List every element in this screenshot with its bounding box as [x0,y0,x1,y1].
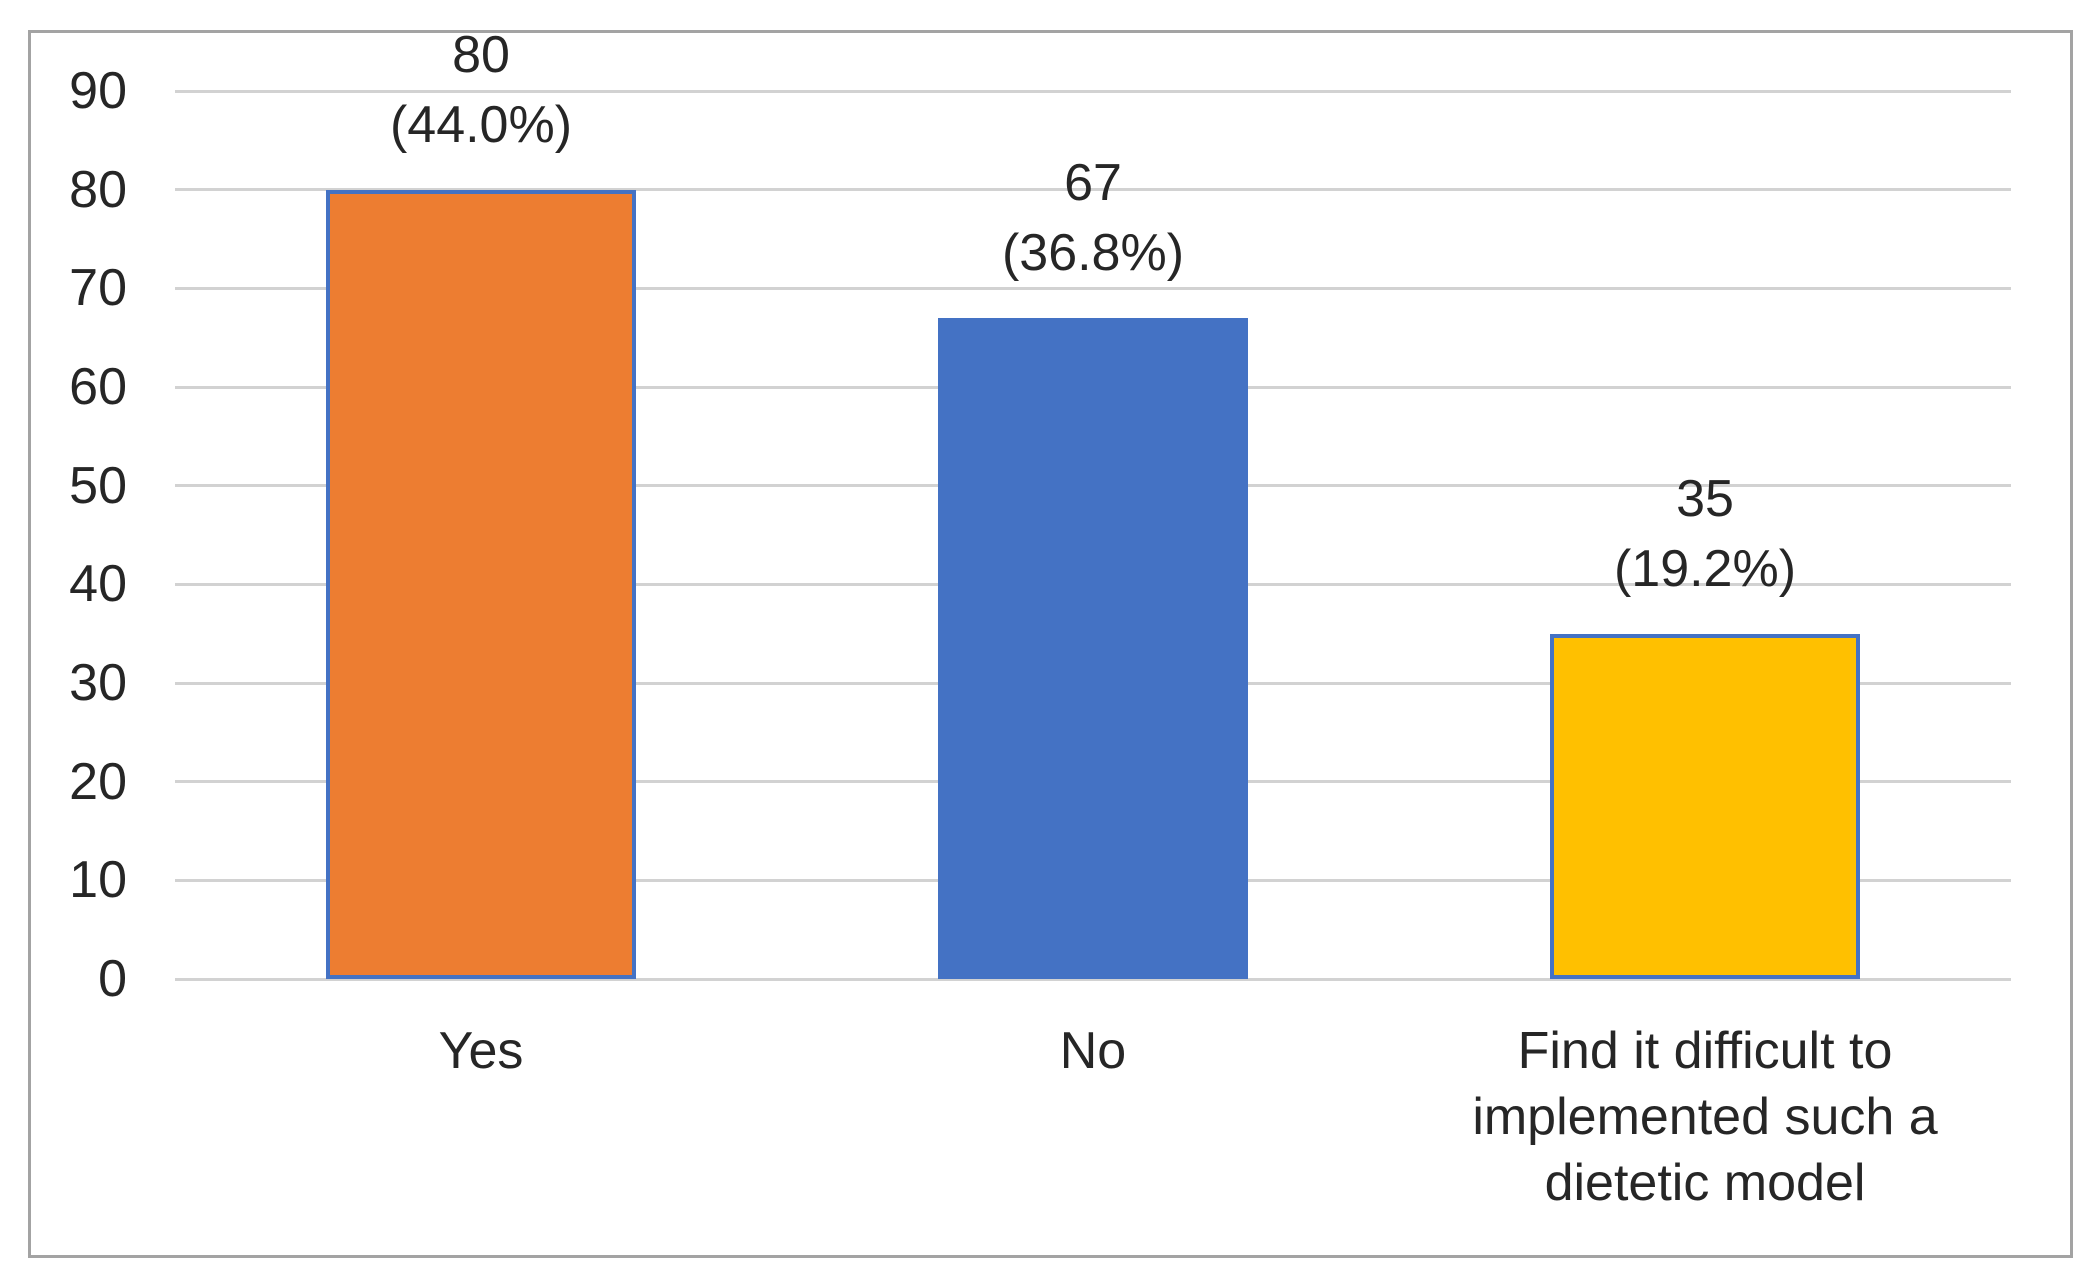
data-label-line: (44.0%) [389,95,573,154]
data-label: 35 (19.2%) [1405,464,2005,604]
bar-find-it-difficult-to-implemented-such-a-dietetic-model [1550,633,1860,979]
y-axis-tick-label: 50 [69,456,127,515]
data-label: 80 (44.0%) [181,20,781,160]
data-label: 67 (36.8%) [793,148,1393,288]
bar-no [938,317,1248,979]
y-axis-tick-label: 80 [69,160,127,219]
gridline-70 [175,286,2011,290]
y-axis-tick-label: 10 [69,851,127,910]
category-label: Yes [438,1022,524,1080]
y-axis-tick-label: 70 [69,259,127,318]
data-label-line: 35 [1676,469,1734,528]
y-axis-tick-label: 30 [69,654,127,712]
gridline-0 [175,977,2011,981]
data-label-line: (19.2%) [1613,539,1797,598]
data-label-line: 80 [452,25,510,84]
bar-yes [326,189,636,979]
bar-chart: 0 10 20 30 40 50 60 70 80 90 80 (44.0%) Yes 67 (36.8%)… [28,26,2073,1258]
y-axis-tick-label: 40 [69,555,127,614]
gridline-90 [175,89,2011,93]
y-axis-tick-label: 0 [98,950,127,1008]
data-label-line: (36.8%) [1001,223,1185,282]
gridline-80 [175,188,2011,192]
y-axis-tick-label: 60 [69,358,127,416]
y-axis-tick-label: 20 [69,752,127,811]
data-label-line: 67 [1064,153,1122,212]
y-axis-tick-label: 90 [69,62,127,120]
category-label: No [1059,1022,1127,1080]
category-label: Find it difficult to implemented such a … [1472,1022,1938,1212]
